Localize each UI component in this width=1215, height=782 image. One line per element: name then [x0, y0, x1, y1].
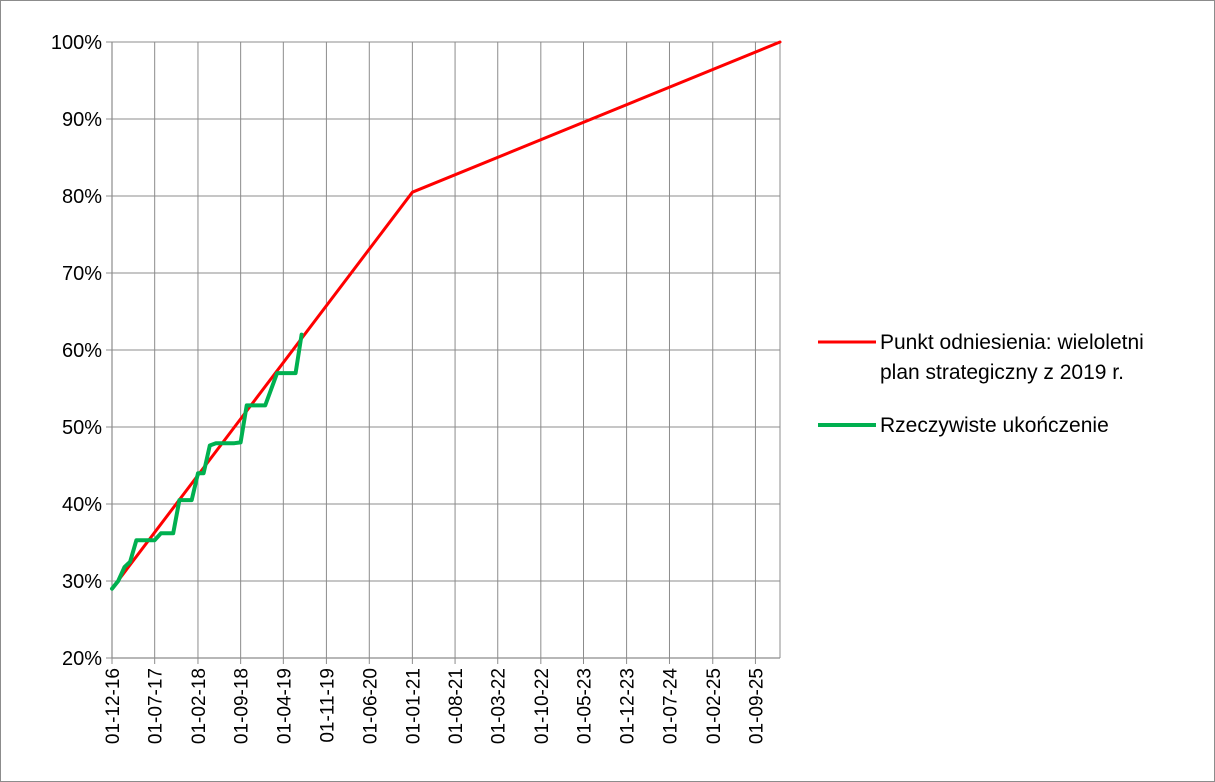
x-tick-label: 01-12-16 — [103, 668, 124, 744]
series-lines — [110, 40, 782, 591]
legend-label-1: plan strategiczny z 2019 r. — [880, 361, 1124, 384]
y-tick-label: 50% — [62, 417, 102, 439]
x-tick-label: 01-06-20 — [360, 668, 381, 744]
x-tick-label: 01-02-18 — [189, 668, 210, 744]
x-tick-label: 01-07-24 — [660, 668, 681, 744]
y-tick-label: 60% — [62, 340, 102, 362]
x-tick-label: 01-10-22 — [532, 668, 553, 744]
x-tick-label: 01-09-25 — [746, 668, 767, 744]
x-tick-label: 01-02-25 — [704, 668, 725, 744]
series-line-2 — [110, 332, 304, 591]
y-tick-label: 20% — [62, 648, 102, 670]
legend-label-2: Rzeczywiste ukończenie — [880, 414, 1109, 437]
y-tick-label: 40% — [62, 494, 102, 516]
y-tick-label: 70% — [62, 263, 102, 285]
x-tick-label: 01-11-19 — [317, 668, 338, 743]
x-tick-label: 01-09-18 — [232, 668, 253, 744]
axes — [111, 42, 780, 659]
x-tick-label: 01-04-19 — [274, 668, 295, 744]
y-axis-ticks: 20% 30% 40% 50% 60% 70% 80% 90% 100% — [51, 32, 102, 670]
x-tick-label: 01-05-23 — [575, 668, 596, 744]
y-tick-label: 30% — [62, 571, 102, 593]
x-tick-label: 01-01-21 — [403, 668, 424, 744]
legend-label-1: Punkt odniesienia: wieloletni — [880, 331, 1144, 354]
y-tick-label: 80% — [62, 186, 102, 208]
legend: Punkt odniesienia: wieloletni plan strate… — [818, 331, 1144, 437]
grid-lines — [106, 41, 781, 664]
y-tick-label: 90% — [62, 109, 102, 131]
x-tick-label: 01-03-22 — [489, 668, 510, 744]
x-tick-label: 01-08-21 — [446, 668, 467, 744]
x-tick-label: 01-12-23 — [618, 668, 639, 744]
x-tick-label: 01-07-17 — [146, 668, 167, 744]
x-axis-ticks: 01-12-16 01-07-17 01-02-18 01-09-18 01-04-19… — [103, 668, 767, 744]
y-tick-label: 100% — [51, 32, 102, 54]
series-line-1 — [110, 40, 782, 591]
